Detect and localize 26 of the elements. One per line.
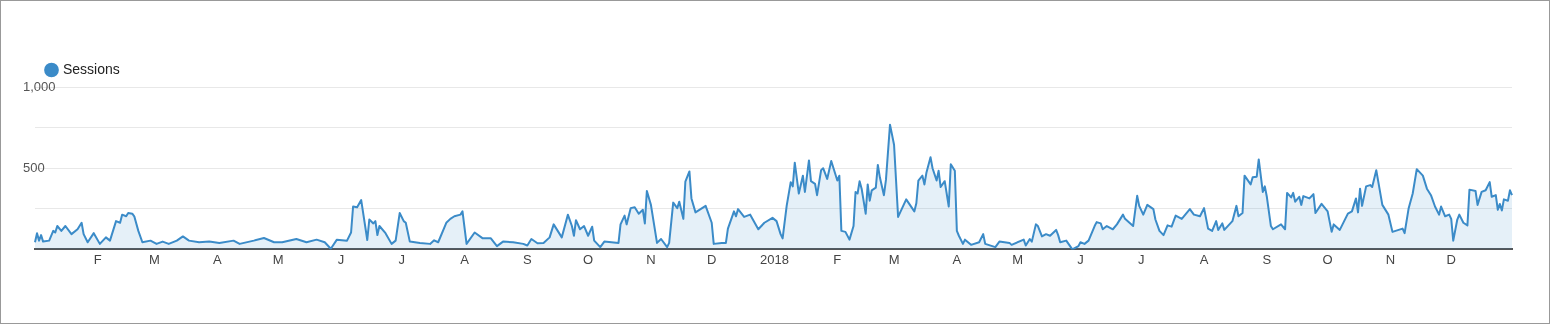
x-tick-label: D: [1446, 251, 1456, 267]
x-tick-label: S: [523, 251, 532, 267]
x-tick-label: N: [646, 251, 656, 267]
legend-label: Sessions: [63, 60, 120, 77]
x-tick-label: J: [1137, 251, 1145, 267]
x-tick-label: M: [272, 251, 284, 267]
x-tick-label: J: [398, 251, 405, 267]
x-tick-label: F: [93, 251, 102, 267]
x-tick-label: O: [1322, 251, 1333, 267]
x-tick-label: A: [213, 251, 223, 267]
x-tick-label: A: [1199, 251, 1209, 267]
y-tick-label: 1,000: [23, 78, 56, 94]
y-tick-label: 500: [23, 159, 45, 175]
x-tick-label: M: [1012, 251, 1024, 267]
x-tick-label: F: [833, 251, 842, 267]
x-tick-label: M: [888, 251, 900, 267]
x-tick-label: 2018: [760, 251, 789, 267]
x-tick-label: J: [337, 251, 345, 267]
x-tick-label: J: [1077, 251, 1084, 267]
x-tick-label: N: [1385, 251, 1396, 267]
x-tick-label: A: [952, 251, 962, 267]
x-tick-label: A: [460, 251, 470, 267]
x-tick-label: O: [583, 251, 594, 267]
x-tick-label: D: [707, 251, 717, 267]
x-tick-label: S: [1262, 251, 1272, 267]
x-tick-label: M: [149, 251, 160, 267]
